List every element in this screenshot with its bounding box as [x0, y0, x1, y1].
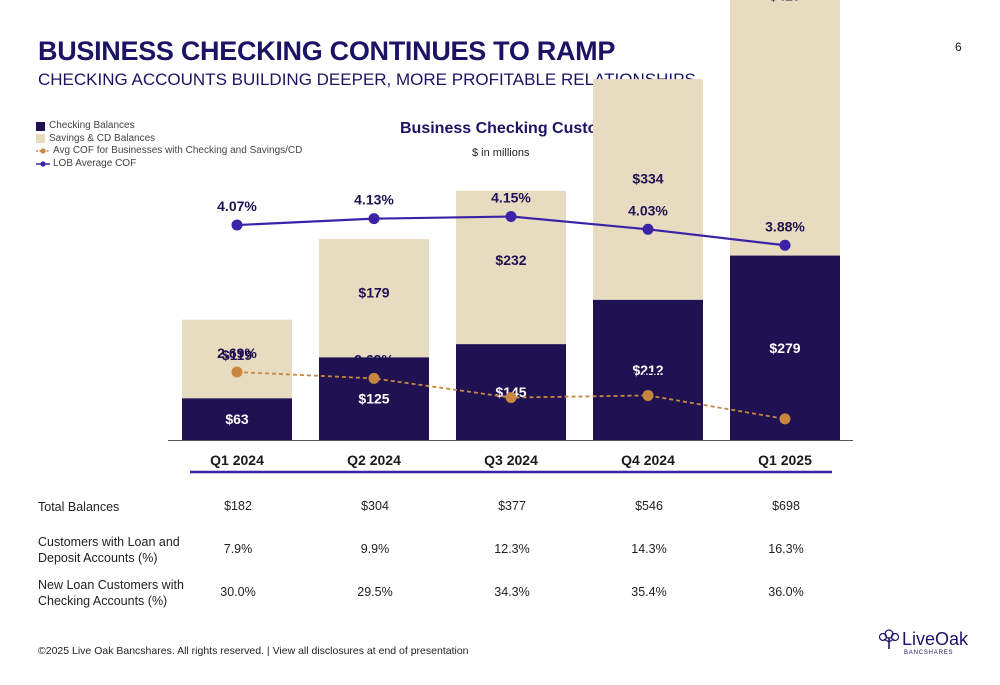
chart-title: Business Checking Customers — [400, 120, 636, 137]
data-label-savings: $334 — [632, 170, 663, 186]
bar-savings — [593, 79, 703, 300]
logo-subtext: BANCSHARES — [904, 650, 954, 656]
table-cell: 14.3% — [631, 542, 667, 556]
table-cell: $377 — [498, 499, 526, 513]
lob-cof-point — [231, 219, 243, 231]
data-label-lob-cof: 4.03% — [628, 202, 668, 218]
bar-checking — [182, 398, 292, 440]
data-label-avg-cof: 2.47% — [628, 368, 668, 384]
legend-item-avg-cof: Avg COF for Businesses with Checking and… — [36, 145, 302, 158]
table-cell: 34.3% — [494, 585, 530, 599]
bar-checking — [593, 299, 703, 440]
table-cell: $182 — [224, 499, 252, 513]
chart-legend: Checking Balances Savings & CD Balances … — [36, 120, 302, 170]
table-cell: 12.3% — [494, 542, 530, 556]
data-label-checking: $279 — [769, 340, 800, 356]
legend-label-lob-cof: LOB Average COF — [53, 157, 137, 169]
footer-disclosure: ©2025 Live Oak Bancshares. All rights re… — [38, 645, 469, 657]
oak-tree-icon — [878, 629, 900, 649]
x-tick-label: Q1 2024 — [210, 452, 264, 468]
table-row: Customers with Loan and Deposit Accounts… — [38, 533, 858, 567]
avg-cof-point — [642, 389, 654, 401]
data-label-lob-cof: 3.88% — [765, 218, 805, 234]
table-cell: 29.5% — [357, 585, 393, 599]
x-tick-label: Q3 2024 — [484, 452, 538, 468]
page-subtitle: CHECKING ACCOUNTS BUILDING DEEPER, MORE … — [38, 70, 696, 89]
table-cell: 36.0% — [768, 585, 804, 599]
table-row-label: Customers with Loan and Deposit Accounts… — [38, 535, 180, 565]
legend-label-avg-cof: Avg COF for Businesses with Checking and… — [53, 145, 303, 156]
data-label-avg-cof: 2.63% — [354, 351, 394, 367]
lob-cof-point — [642, 223, 654, 235]
data-label-savings: $232 — [495, 252, 526, 268]
data-label-lob-cof: 4.15% — [491, 190, 531, 206]
avg-cof-point — [231, 366, 243, 378]
data-label-avg-cof: 2.69% — [217, 345, 257, 361]
table-cell: $304 — [361, 499, 389, 513]
data-label-checking: $63 — [225, 411, 249, 427]
bar-checking — [319, 357, 429, 440]
avg-cof-point — [779, 413, 791, 425]
x-tick-label: Q2 2024 — [347, 452, 401, 468]
legend-item-savings: Savings & CD Balances — [36, 133, 302, 146]
data-label-checking: $212 — [632, 362, 663, 378]
table-row-label: Total Balances — [38, 500, 120, 514]
data-label-checking: $125 — [358, 391, 389, 407]
table-cell: 35.4% — [631, 585, 667, 599]
chart-subtitle: $ in millions — [472, 147, 530, 159]
legend-item-checking: Checking Balances — [36, 120, 302, 133]
data-label-savings: $179 — [358, 284, 389, 300]
x-tick-label: Q1 2025 — [758, 452, 812, 468]
legend-label-savings: Savings & CD Balances — [49, 132, 156, 144]
data-label-lob-cof: 4.13% — [354, 192, 394, 208]
table-cell: 30.0% — [220, 585, 256, 599]
bar-savings — [730, 0, 840, 256]
table-row: Total Balances $182 $304 $377 $546 $698 — [38, 490, 858, 524]
bar-savings — [319, 239, 429, 358]
legend-swatch-lob-cof — [36, 161, 50, 167]
legend-swatch-avg-cof — [36, 148, 50, 154]
table-cell: $698 — [772, 499, 800, 513]
x-tick-label: Q4 2024 — [621, 452, 675, 468]
lob-cof-point — [368, 213, 380, 225]
avg-cof-point — [368, 372, 380, 384]
lob-cof-point — [779, 239, 791, 251]
data-label-savings: $419 — [769, 0, 800, 4]
table-row: New Loan Customers with Checking Account… — [38, 576, 858, 610]
table-cell: 7.9% — [223, 542, 253, 556]
page-number: 6 — [955, 40, 962, 54]
company-logo: LiveOak BANCSHARES — [876, 628, 969, 656]
bar-savings — [182, 319, 292, 399]
table-row-label: New Loan Customers with Checking Account… — [38, 578, 184, 608]
table-cell: 9.9% — [360, 542, 390, 556]
bar-checking — [730, 255, 840, 440]
data-label-savings: $119 — [222, 347, 253, 363]
logo-text: LiveOak — [902, 628, 969, 649]
data-label-avg-cof: 2.25% — [765, 392, 805, 408]
lob-cof-point — [505, 211, 517, 223]
table-cell: 16.3% — [768, 542, 804, 556]
legend-swatch-savings — [36, 134, 45, 144]
page-title: BUSINESS CHECKING CONTINUES TO RAMP — [38, 36, 616, 66]
legend-label-checking: Checking Balances — [49, 120, 135, 131]
table-cell: $546 — [635, 499, 663, 513]
legend-swatch-checking — [36, 121, 45, 131]
data-label-lob-cof: 4.07% — [217, 198, 257, 214]
legend-item-lob-cof: LOB Average COF — [36, 158, 302, 171]
data-label-avg-cof: 2.45% — [491, 371, 531, 387]
avg-cof-point — [505, 392, 517, 404]
